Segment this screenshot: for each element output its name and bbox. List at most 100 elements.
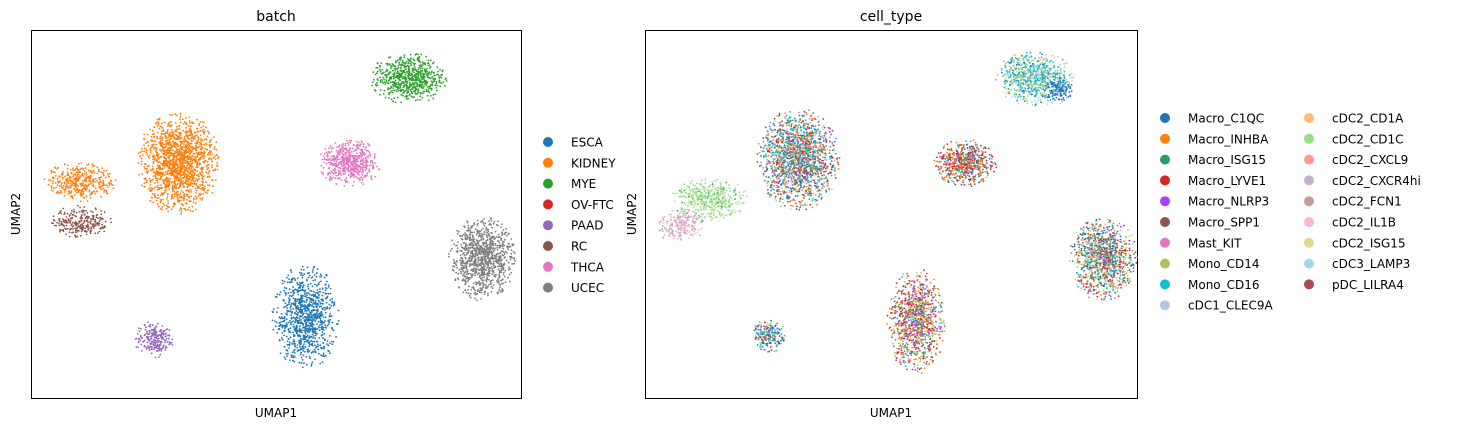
batch-point [357, 174, 360, 176]
batch-point [178, 159, 181, 161]
batch-point [328, 321, 331, 324]
batch-point [310, 309, 313, 312]
batch-point [76, 165, 78, 168]
batch-point [311, 333, 314, 336]
batch-point [482, 279, 485, 282]
batch-point [183, 174, 185, 176]
batch-point [206, 168, 208, 171]
batch-point [194, 180, 196, 183]
batch-point [102, 179, 104, 182]
batch-point [322, 167, 325, 169]
batch-point [63, 163, 66, 166]
batch-point [319, 288, 321, 291]
batch-point [321, 299, 324, 302]
batch-point [92, 180, 94, 183]
batch-point [143, 137, 145, 140]
batch-point [74, 234, 76, 237]
batch-point [322, 355, 324, 358]
batch-point [182, 129, 185, 132]
batch-point [359, 177, 361, 180]
batch-point [94, 207, 97, 210]
batch-point [179, 167, 182, 170]
batch-point [198, 122, 201, 125]
batch-point [180, 153, 183, 156]
batch-point [400, 101, 402, 104]
batch-point [80, 190, 83, 193]
batch-point [334, 142, 337, 144]
batch-point [289, 281, 292, 283]
batch-point [305, 322, 307, 325]
batch-point [384, 83, 387, 85]
batch-point [188, 167, 191, 169]
batch-point [161, 186, 164, 189]
batch-point [155, 336, 158, 338]
batch-point [189, 172, 192, 175]
batch-point [86, 185, 89, 188]
batch-point [328, 151, 330, 154]
batch-point [84, 229, 87, 232]
batch-point [324, 311, 327, 314]
batch-point [311, 330, 314, 333]
batch-point [185, 189, 188, 192]
batch-point [179, 147, 182, 150]
batch-point [91, 163, 93, 166]
batch-point [485, 235, 488, 238]
batch-point [291, 277, 294, 280]
batch-point [394, 69, 397, 72]
batch-point [165, 165, 168, 167]
batch-point [284, 294, 287, 296]
batch-point [185, 160, 188, 163]
batch-point [311, 340, 314, 343]
batch-point [138, 330, 141, 332]
batch-point [320, 354, 322, 357]
batch-point [400, 67, 402, 69]
batch-point [301, 286, 304, 289]
batch-point [47, 183, 50, 186]
batch-point [474, 228, 477, 231]
batch-point [315, 332, 317, 335]
batch-point [315, 312, 318, 315]
batch-point [191, 122, 194, 125]
batch-point [143, 186, 146, 188]
batch-point [426, 73, 429, 75]
batch-point [310, 343, 313, 346]
batch-point [191, 148, 194, 150]
batch-point [138, 173, 141, 176]
batch-point [158, 340, 160, 342]
batch-point [180, 199, 183, 202]
batch-point [193, 174, 196, 177]
batch-point [168, 166, 171, 169]
batch-point [64, 186, 67, 188]
batch-point [87, 169, 90, 172]
batch-point [311, 323, 314, 326]
batch-point [336, 323, 338, 325]
batch-point [152, 162, 155, 165]
batch-point [390, 98, 393, 101]
batch-point [163, 149, 166, 152]
batch-point [168, 343, 171, 346]
batch-point [168, 206, 171, 209]
batch-point [73, 169, 76, 172]
batch-point [311, 276, 314, 278]
batch-point [288, 343, 291, 346]
batch-point [175, 191, 178, 194]
batch-point [191, 174, 194, 177]
batch-point [302, 347, 305, 349]
batch-point [347, 150, 349, 152]
batch-point [83, 197, 86, 199]
batch-point [274, 325, 277, 328]
batch-point [145, 326, 147, 329]
batch-point [388, 63, 391, 65]
batch-point [426, 94, 429, 97]
batch-point [75, 227, 78, 230]
batch-point [314, 300, 317, 302]
batch-point [152, 160, 155, 163]
batch-point [155, 122, 157, 125]
batch-point [324, 306, 327, 309]
batch-point [210, 150, 212, 153]
batch-point [153, 336, 156, 339]
batch-point [391, 84, 394, 86]
batch-point [273, 320, 276, 323]
batch-point [72, 175, 74, 178]
batch-point [84, 227, 86, 230]
